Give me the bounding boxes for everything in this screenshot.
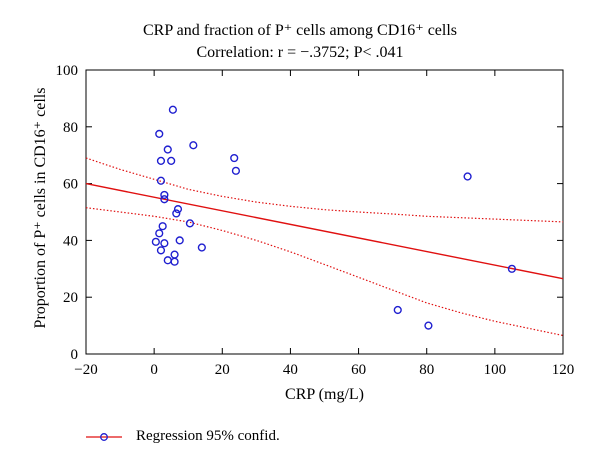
data-point xyxy=(160,239,169,248)
data-point xyxy=(197,243,206,252)
y-tick-label: 40 xyxy=(63,233,78,249)
chart-title: CRP and fraction of P⁺ cells among CD16⁺… xyxy=(0,20,600,40)
x-tick-label: 80 xyxy=(419,362,434,378)
x-tick-label: 40 xyxy=(283,362,298,378)
x-tick-label: 0 xyxy=(150,362,158,378)
data-point xyxy=(156,246,166,255)
data-point xyxy=(156,176,166,185)
x-tick-label: 100 xyxy=(484,362,507,378)
data-point xyxy=(160,195,169,204)
data-point xyxy=(172,209,181,218)
data-point xyxy=(463,172,472,181)
x-tick-label: 20 xyxy=(215,362,230,378)
legend-label: Regression 95% confid. xyxy=(136,428,280,444)
confidence-upper-line xyxy=(85,157,564,223)
y-tick-label: 0 xyxy=(71,347,79,363)
chart-subtitle: Correlation: r = −.3752; P< .041 xyxy=(0,44,600,62)
data-point xyxy=(163,256,172,265)
x-axis-label: CRP (mg/L) xyxy=(86,386,563,404)
x-tick-label: −20 xyxy=(74,362,97,378)
data-point xyxy=(393,305,402,315)
data-point xyxy=(156,156,166,165)
data-point xyxy=(231,166,241,175)
x-tick-label: 120 xyxy=(552,362,575,378)
x-axis-label-text: CRP (mg/L) xyxy=(285,386,364,403)
plot-frame xyxy=(85,69,564,355)
confidence-lower-line xyxy=(85,207,564,337)
data-point xyxy=(158,222,167,231)
y-tick-label: 80 xyxy=(63,120,78,136)
legend-marker-icon xyxy=(86,432,122,441)
data-point xyxy=(175,236,184,245)
data-point xyxy=(173,205,183,214)
data-point xyxy=(160,190,169,200)
data-point xyxy=(155,229,164,238)
y-axis-label-text: Proportion of P⁺ cells in CD16⁺ cells xyxy=(32,87,49,329)
legend: Regression 95% confid. xyxy=(84,428,280,445)
data-point xyxy=(424,321,433,330)
data-point xyxy=(151,237,160,246)
data-point xyxy=(189,141,198,150)
data-point xyxy=(507,264,516,273)
chart-subtitle-text: Correlation: r = −.3752; P< .041 xyxy=(196,44,404,61)
data-point xyxy=(167,156,176,165)
data-point xyxy=(155,129,164,139)
x-tick-label: 60 xyxy=(351,362,366,378)
y-tick-label: 60 xyxy=(63,177,78,193)
data-point xyxy=(168,105,177,114)
y-axis-label: Proportion of P⁺ cells in CD16⁺ cells xyxy=(30,58,50,358)
chart-title-text: CRP and fraction of P⁺ cells among CD16⁺… xyxy=(142,22,458,39)
data-point xyxy=(185,219,195,228)
y-tick-label: 20 xyxy=(63,290,78,306)
data-point xyxy=(230,153,239,163)
regression-line xyxy=(85,182,564,280)
y-tick-label: 100 xyxy=(56,63,79,79)
data-point xyxy=(163,145,172,154)
data-point xyxy=(170,257,179,266)
data-point xyxy=(170,250,179,259)
